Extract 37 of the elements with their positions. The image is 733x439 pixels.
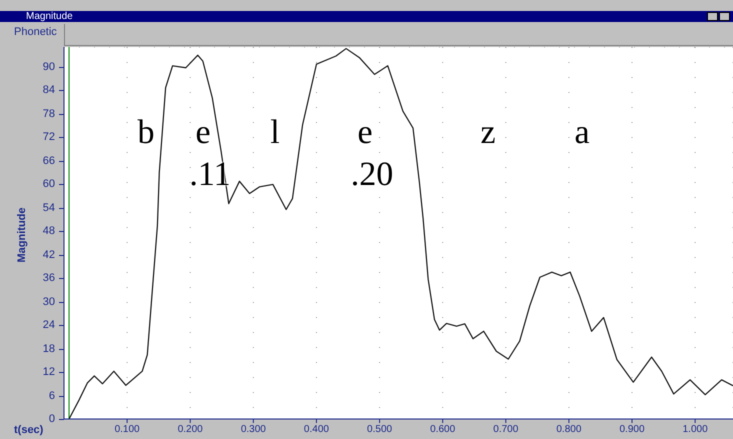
y-tick-label: 18	[42, 342, 55, 355]
y-tick-label: 42	[42, 248, 55, 261]
y-tick-label: 54	[42, 202, 55, 214]
y-axis-title: Magnitude	[16, 208, 28, 262]
x-tick-label: 1.000	[682, 424, 708, 436]
x-tick-label: 0.400	[304, 424, 330, 436]
y-tick-label: 6	[48, 390, 55, 402]
x-tick-label: 0.200	[178, 424, 204, 436]
annotation: z	[480, 114, 496, 151]
y-tick-label: 12	[42, 366, 55, 378]
y-tick-label: 60	[42, 178, 55, 190]
y-tick-label: 72	[42, 131, 55, 144]
y-tick-label: 84	[42, 84, 55, 96]
annotation: a	[574, 114, 590, 151]
x-tick-label: 0.800	[556, 424, 582, 436]
y-tick-label: 36	[42, 272, 55, 284]
chart-title: Magnitude	[0, 11, 733, 22]
y-tick-label: 66	[42, 154, 55, 167]
y-tick-label: 48	[42, 225, 55, 238]
chart-subtitle: Phonetic	[14, 26, 57, 38]
x-tick-label: 0.900	[620, 424, 645, 436]
x-axis-title: t(sec)	[14, 424, 44, 436]
x-tick-label: 0.600	[430, 424, 456, 436]
annotation: e	[195, 114, 211, 151]
y-tick-label: 90	[42, 60, 55, 73]
annotation: .20	[350, 156, 394, 193]
annotation: l	[270, 114, 280, 151]
y-tick-label: 30	[42, 296, 55, 308]
y-tick-label: 78	[42, 108, 55, 120]
x-tick-label: 0.300	[240, 424, 266, 436]
annotation: b	[138, 114, 154, 151]
x-tick-label: 0.100	[114, 424, 140, 436]
y-tick-label: 0	[48, 413, 55, 425]
x-tick-label: 0.500	[367, 424, 393, 436]
annotation: e	[357, 114, 373, 151]
x-tick-label: 0.700	[493, 424, 519, 436]
y-tick-label: 24	[42, 319, 55, 332]
